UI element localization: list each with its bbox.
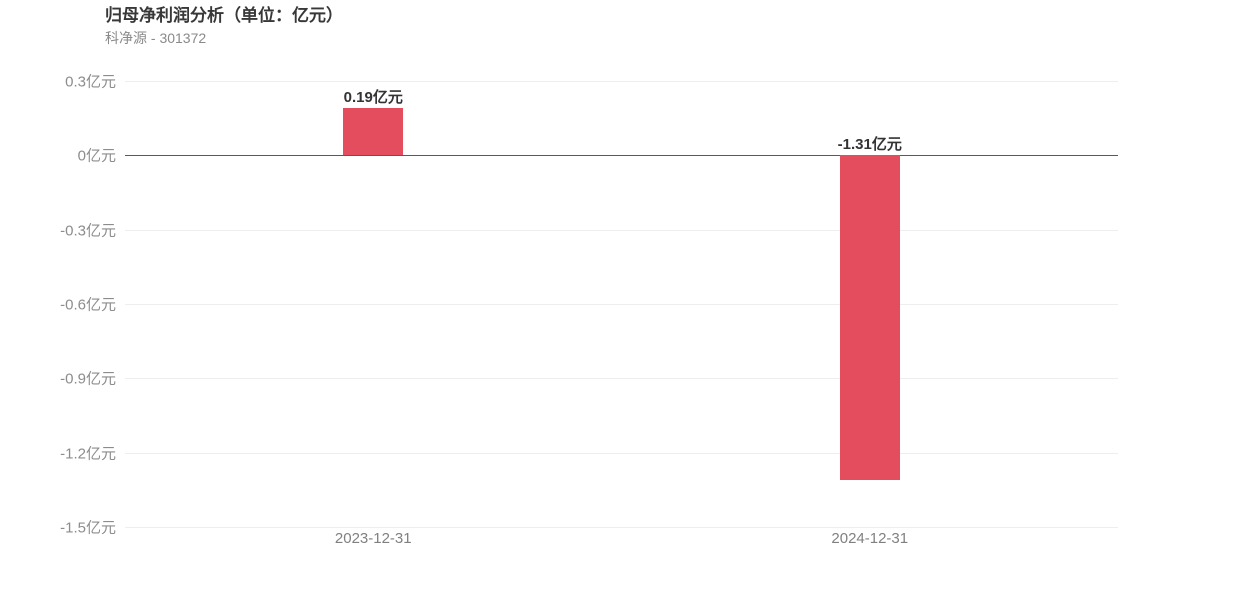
x-axis-tick-label: 2024-12-31 [831, 530, 909, 547]
gridline [125, 81, 1118, 82]
y-axis-tick-label: -0.9亿元 [60, 370, 116, 388]
gridline [125, 378, 1118, 380]
gridline [125, 229, 1118, 231]
gridline [125, 527, 1118, 528]
chart-subtitle: 科净源 - 301372 [105, 30, 207, 46]
chart-title: 归母净利润分析（单位：亿元） [105, 6, 343, 25]
bar-value-label: -1.31亿元 [837, 136, 902, 154]
y-axis-tick-label: -1.2亿元 [60, 445, 116, 463]
gridline [125, 304, 1118, 305]
y-axis-tick-label: -0.3亿元 [60, 222, 116, 240]
bar-2024-12-31[interactable] [839, 155, 900, 480]
y-axis-tick-label: 0亿元 [77, 147, 116, 165]
y-axis-tick-label: -1.5亿元 [60, 519, 116, 537]
y-axis-tick-label: 0.3亿元 [65, 73, 116, 91]
x-axis-tick-label: 2023-12-31 [334, 530, 412, 547]
bar-2023-12-31[interactable] [343, 108, 404, 156]
gridline [125, 452, 1118, 454]
bar-value-label: 0.19亿元 [343, 89, 403, 107]
y-axis-tick-label: -0.6亿元 [60, 296, 116, 314]
zero-axis-line [125, 155, 1118, 157]
